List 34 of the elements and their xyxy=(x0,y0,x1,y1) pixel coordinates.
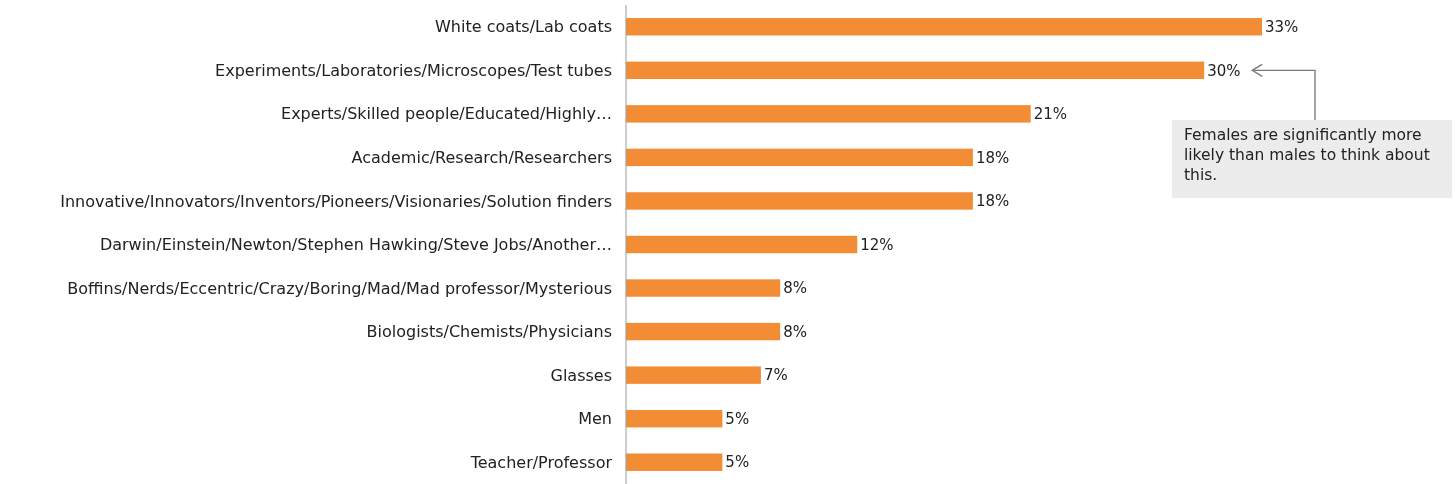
y-tick-label: Boffins/Nerds/Eccentric/Crazy/Boring/Mad/Mad professor/Mysterious xyxy=(67,278,612,298)
y-tick-label: Men xyxy=(578,409,612,429)
annotation: Females are significantly more likely than males to think about this. xyxy=(1184,126,1430,184)
y-tick-label: Academic/Research/Researchers xyxy=(351,148,612,168)
data-label: 5% xyxy=(725,453,750,472)
bar xyxy=(626,453,723,471)
bar xyxy=(626,192,973,210)
y-tick-label: Experiments/Laboratories/Microscopes/Test tubes xyxy=(215,60,612,80)
y-tick-label: Darwin/Einstein/Newton/Stephen Hawking/Steve Jobs/Another… xyxy=(99,235,612,255)
y-tick-label: White coats/Lab coats xyxy=(435,17,612,37)
y-tick-label: Biologists/Chemists/Physicians xyxy=(366,322,612,342)
data-label: 33% xyxy=(1265,18,1299,37)
data-label: 8% xyxy=(783,322,807,341)
bar xyxy=(626,18,1262,36)
bar xyxy=(626,279,781,297)
y-tick-label: Teacher/Professor xyxy=(469,452,613,472)
y-tick-label: Experts/Skilled people/Educated/Highly… xyxy=(281,104,612,124)
y-tick-label: Glasses xyxy=(550,365,612,385)
bar xyxy=(626,409,723,428)
data-label: 5% xyxy=(725,409,750,428)
bar xyxy=(626,148,973,167)
data-label: 12% xyxy=(860,235,894,254)
bar xyxy=(626,366,761,384)
data-label: 21% xyxy=(1033,105,1068,124)
y-tick-label: Innovative/Innovators/Inventors/Pioneers/Visionaries/Solution finders xyxy=(60,191,612,211)
bar xyxy=(626,61,1205,80)
data-label: 7% xyxy=(763,366,788,385)
data-label: 18% xyxy=(975,148,1010,167)
bar xyxy=(626,235,858,254)
data-label: 8% xyxy=(783,279,807,298)
data-label: 18% xyxy=(975,192,1010,211)
bar xyxy=(626,322,781,341)
bar xyxy=(626,105,1031,123)
data-label: 30% xyxy=(1207,61,1241,80)
